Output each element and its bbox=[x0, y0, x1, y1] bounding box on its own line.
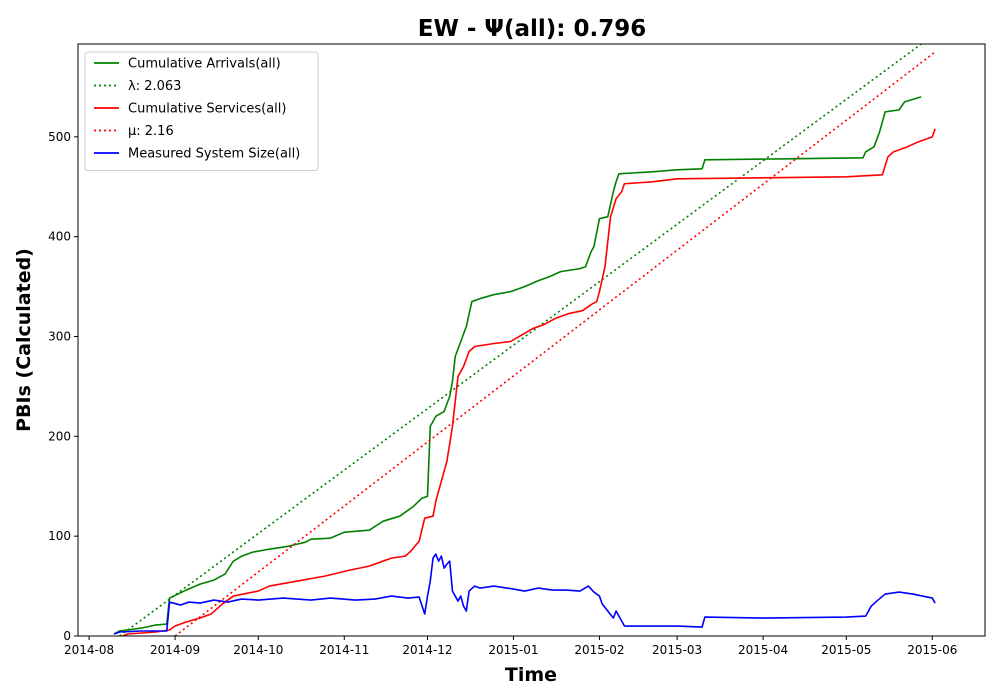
legend-label: Measured System Size(all) bbox=[128, 147, 300, 162]
y-tick-label: 300 bbox=[48, 330, 71, 344]
y-tick-label: 0 bbox=[63, 629, 71, 643]
legend-box bbox=[84, 51, 319, 171]
chart-title: EW - Ψ(all): 0.796 bbox=[418, 16, 646, 42]
x-tick-label: 2015-03 bbox=[652, 643, 702, 657]
x-axis-title: Time bbox=[505, 664, 557, 686]
legend-label: μ: 2.16 bbox=[128, 124, 174, 139]
x-tick-label: 2014-09 bbox=[150, 643, 200, 657]
y-axis-ticks: 0 100 200 300 400 500 bbox=[48, 130, 78, 643]
legend-label: Cumulative Services(all) bbox=[128, 102, 286, 117]
x-tick-label: 2015-01 bbox=[488, 643, 538, 657]
series-line-0 bbox=[113, 96, 922, 635]
y-tick-label: 500 bbox=[48, 130, 71, 144]
x-tick-label: 2015-06 bbox=[907, 643, 957, 657]
legend-label: Cumulative Arrivals(all) bbox=[128, 57, 281, 72]
x-tick-label: 2014-12 bbox=[402, 643, 452, 657]
series-line-4 bbox=[113, 553, 936, 635]
x-axis-ticks: 2014-08 2014-09 2014-10 2014-11 2014-12 2015-… bbox=[64, 636, 957, 657]
x-tick-label: 2014-11 bbox=[319, 643, 369, 657]
x-tick-label: 2014-08 bbox=[64, 643, 114, 657]
x-tick-label: 2015-05 bbox=[821, 643, 871, 657]
y-axis-title: PBIs (Calculated) bbox=[13, 248, 35, 432]
series-line-1 bbox=[119, 44, 922, 636]
y-tick-label: 400 bbox=[48, 230, 71, 244]
y-tick-label: 200 bbox=[48, 429, 71, 443]
legend-label: λ: 2.063 bbox=[128, 79, 181, 94]
plot-frame bbox=[77, 43, 986, 637]
legend: Cumulative Arrivals(all) λ: 2.063 Cumulati… bbox=[84, 51, 319, 171]
x-tick-label: 2015-04 bbox=[738, 643, 788, 657]
series-layer bbox=[113, 44, 936, 636]
y-tick-label: 100 bbox=[48, 529, 71, 543]
x-tick-label: 2015-02 bbox=[574, 643, 624, 657]
x-tick-label: 2014-10 bbox=[233, 643, 283, 657]
series-line-2 bbox=[122, 128, 936, 636]
